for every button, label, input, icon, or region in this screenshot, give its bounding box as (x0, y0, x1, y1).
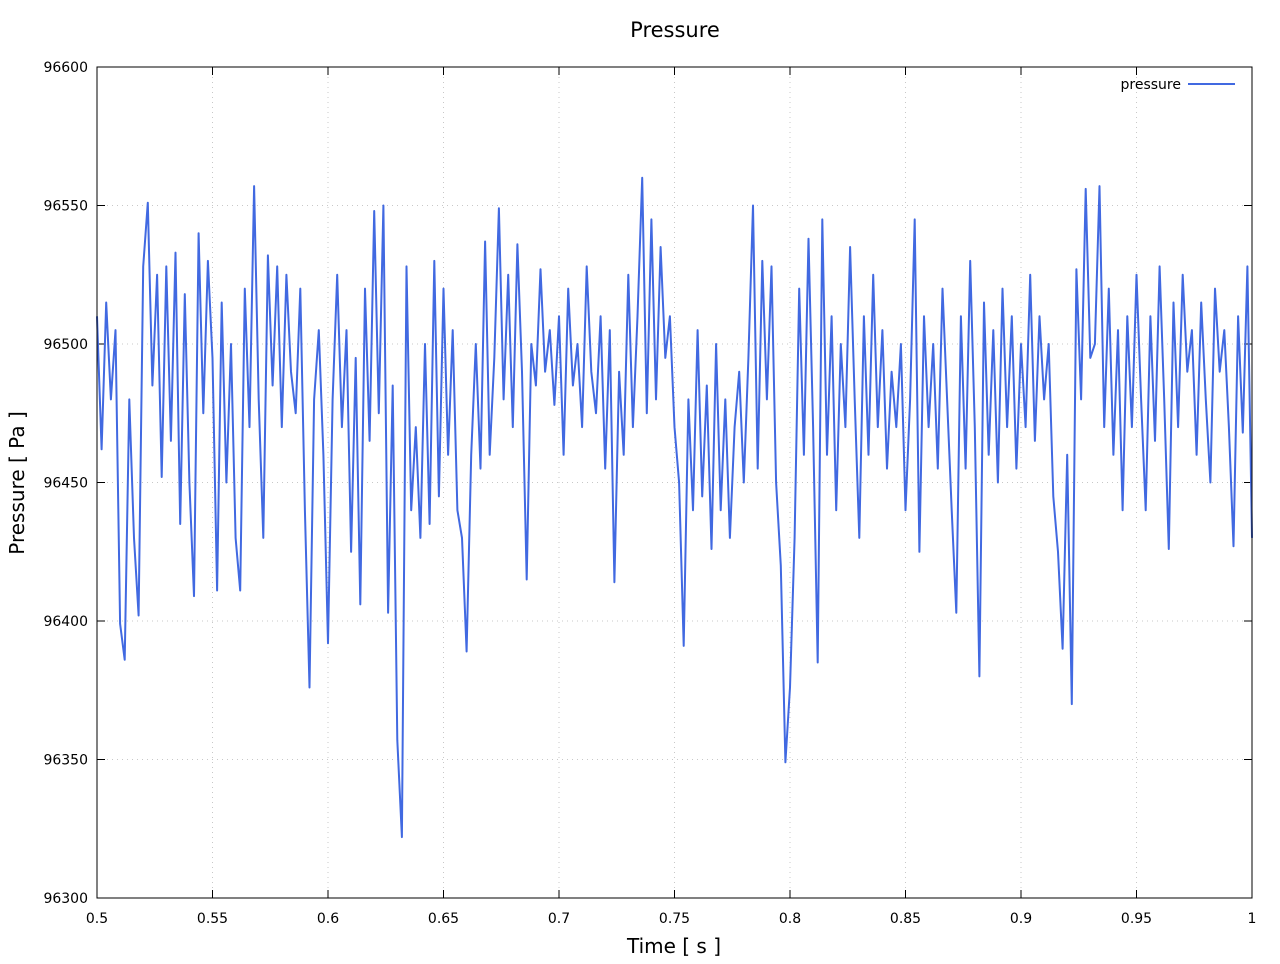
x-tick-label: 0.75 (659, 911, 690, 927)
x-tick-label: 0.7 (548, 911, 570, 927)
series-line-pressure (96, 176, 1253, 839)
x-tick-label: 0.9 (1010, 911, 1032, 927)
y-tick-label: 96350 (43, 753, 88, 769)
x-tick-label: 0.85 (890, 911, 921, 927)
y-tick-labels: 96300 96350 96400 96450 96500 96550 96600 (43, 60, 88, 907)
x-tick-label: 0.8 (779, 911, 801, 927)
x-tick-label: 0.65 (428, 911, 459, 927)
grid (97, 67, 1252, 898)
y-tick-label: 96500 (43, 337, 88, 353)
y-axis-label: Pressure [ Pa ] (5, 411, 29, 555)
legend-label-pressure: pressure (1121, 77, 1181, 93)
chart-title: Pressure (630, 18, 720, 42)
x-tick-label: 0.6 (317, 911, 339, 927)
x-tick-label: 0.5 (86, 911, 108, 927)
y-tick-label: 96600 (43, 60, 88, 76)
y-tick-label: 96550 (43, 199, 88, 215)
y-tick-label: 96400 (43, 614, 88, 630)
x-tick-label: 0.55 (197, 911, 228, 927)
x-axis-label: Time [ s ] (626, 934, 721, 958)
x-tick-label: 1 (1248, 911, 1257, 927)
legend: pressure (1121, 77, 1235, 93)
plot-border (96, 66, 1253, 899)
y-tick-label: 96300 (43, 891, 88, 907)
x-tick-label: 0.95 (1121, 911, 1152, 927)
y-tick-label: 96450 (43, 476, 88, 492)
x-tick-labels: 0.5 0.55 0.6 0.65 0.7 0.75 0.8 0.85 0.9 0.95 1 (86, 911, 1257, 927)
